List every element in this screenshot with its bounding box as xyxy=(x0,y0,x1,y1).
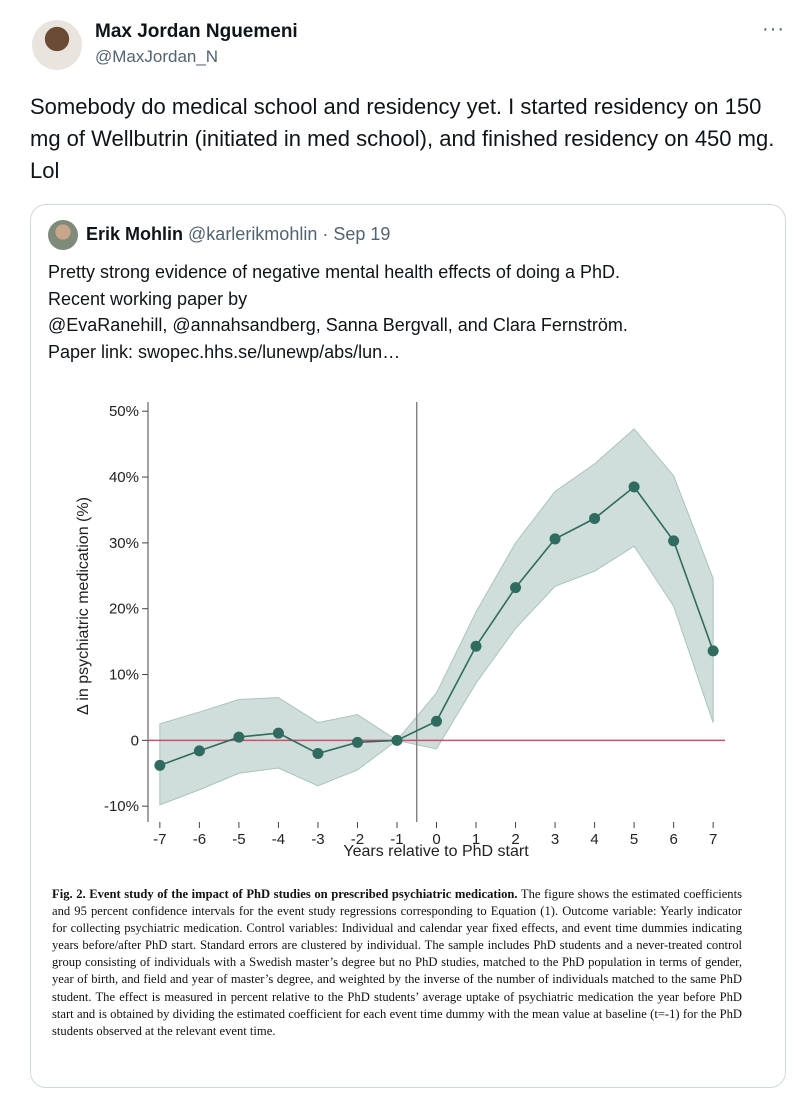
point xyxy=(510,582,522,594)
quote-handle[interactable]: @karlerikmohlin xyxy=(188,224,318,244)
tweet-text: Somebody do medical school and residency… xyxy=(30,94,775,183)
quote-line: Pretty strong evidence of negative menta… xyxy=(48,262,621,282)
author-handle[interactable]: @MaxJordan_N xyxy=(95,47,219,66)
x-tick-label: 2 xyxy=(511,831,519,848)
x-tick-label: -1 xyxy=(390,831,403,848)
y-tick-label: 50% xyxy=(109,403,139,420)
x-tick-label: 0 xyxy=(432,831,440,848)
x-tick-label: 5 xyxy=(630,831,638,848)
y-tick-label: 20% xyxy=(109,601,139,618)
x-tick-label: -6 xyxy=(193,831,206,848)
x-axis-title: Years relative to PhD start xyxy=(343,843,529,860)
point xyxy=(470,640,482,652)
avatar[interactable] xyxy=(32,20,82,70)
point xyxy=(154,759,166,771)
more-button[interactable]: ··· xyxy=(762,18,785,40)
y-tick-label: 0 xyxy=(131,732,139,749)
y-tick-label: 10% xyxy=(109,667,139,684)
quote-line: Recent working paper by xyxy=(48,288,248,309)
point xyxy=(233,731,245,743)
quote-avatar[interactable] xyxy=(48,220,78,250)
quote-card[interactable] xyxy=(30,204,786,1088)
point xyxy=(431,715,442,727)
point xyxy=(549,533,561,545)
point xyxy=(668,535,680,547)
x-tick-label: 1 xyxy=(472,831,480,848)
quote-text: Pretty strong evidence of negative menta… xyxy=(48,259,628,365)
y-axis-title: Δ in psychiatric medication (%) xyxy=(75,497,92,715)
quote-line: @EvaRanehill, @annahsandberg, Sanna Berg… xyxy=(48,315,628,335)
x-tick-label: 3 xyxy=(551,831,559,848)
quote-header: Erik Mohlin @karlerikmohlin · Sep 19 xyxy=(86,224,390,245)
x-tick-label: -4 xyxy=(272,831,285,848)
point xyxy=(628,481,640,493)
y-tick-label: 40% xyxy=(109,469,139,486)
x-tick-label: 7 xyxy=(709,831,717,848)
x-tick-label: -2 xyxy=(351,831,364,848)
author-name[interactable]: Max Jordan Nguemeni xyxy=(95,21,298,42)
point xyxy=(193,745,205,757)
x-tick-label: -5 xyxy=(232,831,245,848)
confidence-band xyxy=(159,428,714,806)
point xyxy=(391,734,403,746)
y-tick-label: -10% xyxy=(104,798,139,815)
point xyxy=(312,748,324,760)
point xyxy=(272,727,284,739)
quote-date[interactable]: · Sep 19 xyxy=(322,224,391,244)
x-tick-label: 4 xyxy=(590,831,598,848)
quote-name[interactable]: Erik Mohlin xyxy=(86,224,184,244)
point xyxy=(707,645,719,657)
chart: Δ in psychiatric medication (%) Years re… xyxy=(75,402,725,860)
quote-line: Paper link: swopec.hhs.se/lunewp/abs/lun… xyxy=(48,341,401,362)
figure-caption: Fig. 2. Event study of the impact of PhD… xyxy=(52,886,742,1040)
x-tick-label: -7 xyxy=(153,831,166,848)
caption-text: The figure shows the estimated coefficie… xyxy=(52,887,743,1038)
point xyxy=(351,736,363,748)
x-tick-label: -3 xyxy=(311,831,324,848)
caption-title: Fig. 2. Event study of the impact of PhD… xyxy=(52,887,518,901)
y-tick-label: 30% xyxy=(109,535,139,552)
x-tick-label: 6 xyxy=(669,831,677,848)
point xyxy=(589,513,601,525)
